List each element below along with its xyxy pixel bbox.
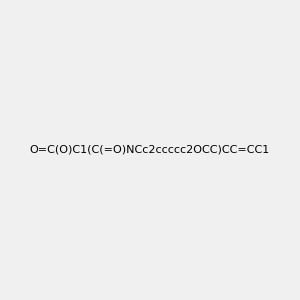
Text: O=C(O)C1(C(=O)NCc2ccccc2OCC)CC=CC1: O=C(O)C1(C(=O)NCc2ccccc2OCC)CC=CC1	[30, 145, 270, 155]
